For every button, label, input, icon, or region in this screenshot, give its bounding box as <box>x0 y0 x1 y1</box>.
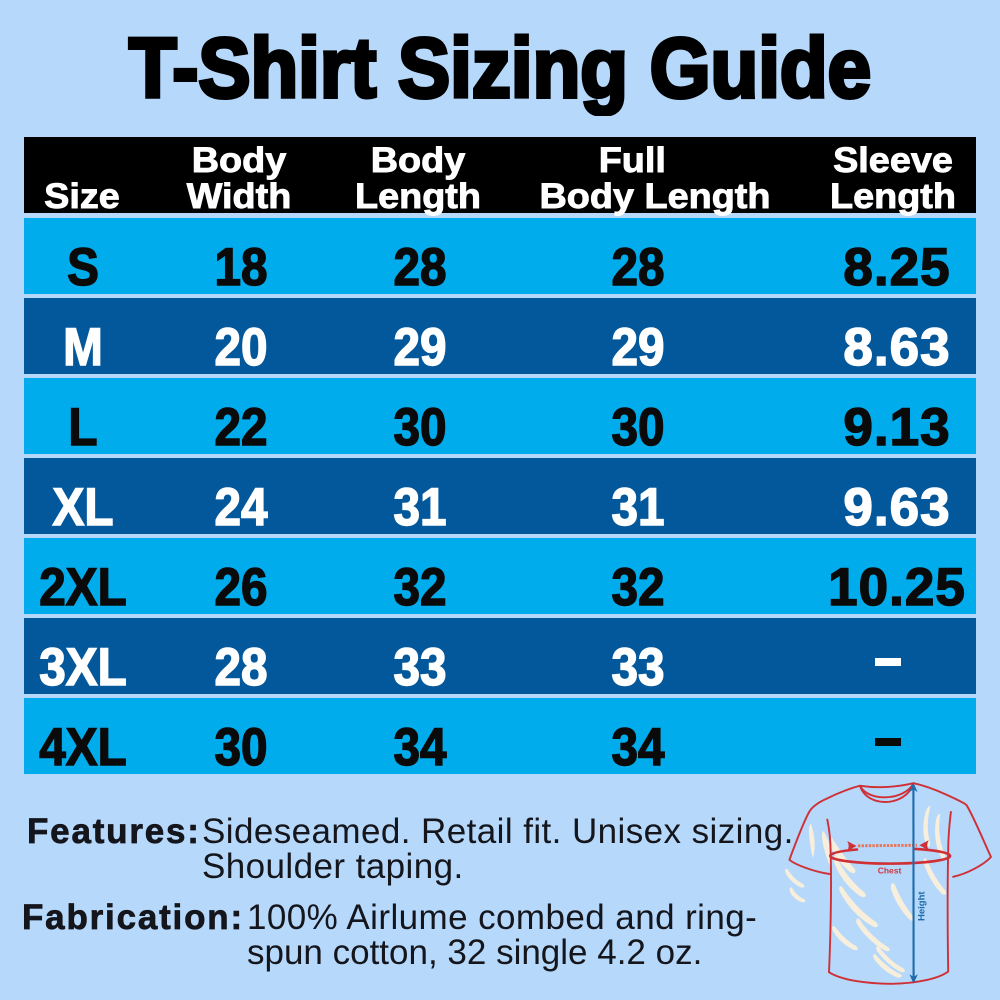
svg-text:Height: Height <box>917 891 928 921</box>
svg-text:Chest: Chest <box>878 865 902 875</box>
